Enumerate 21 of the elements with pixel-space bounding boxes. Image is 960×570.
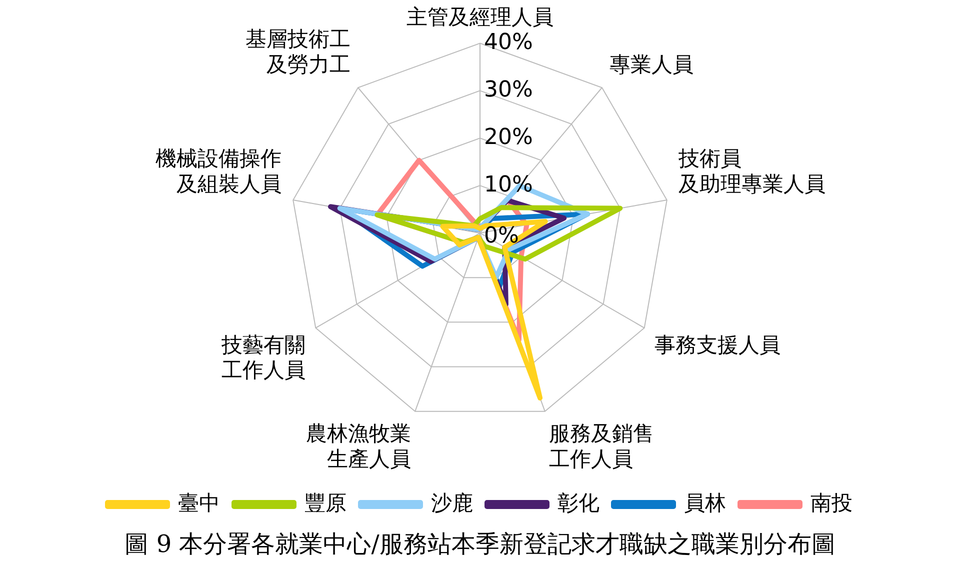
spoke-label: 機械設備操作及組裝人員 [155,146,282,196]
legend-label: 豐原 [304,490,346,515]
y-tick-label: 10% [484,172,533,198]
spoke-label: 專業人員 [610,52,694,76]
spoke-label: 服務及銷售工作人員 [549,422,654,471]
spoke-label: 主管及經理人員 [406,5,554,30]
spoke-label: 技藝有關工作人員 [220,332,306,382]
spoke-label: 技術員及助理專業人員 [678,146,826,196]
spoke-label: 事務支援人員 [654,332,781,357]
spoke-label: 基層技術工及勞力工 [245,27,350,76]
y-tick-label: 20% [484,124,533,150]
text: 圖 9 本分署各就業中心/服務站本季新登記求才職缺之職業別分布圖 [124,529,836,560]
legend-label: 沙鹿 [431,490,473,515]
legend-label: 員林 [684,490,726,515]
y-tick-label: 30% [484,77,533,102]
y-tick-label: 40% [484,30,533,55]
spoke-label: 農林漁牧業生產人員 [306,422,411,471]
legend-label: 臺中 [178,490,220,515]
legend-label: 南投 [810,490,852,515]
legend-label: 彰化 [558,490,600,515]
y-tick-label: 0% [484,224,519,249]
